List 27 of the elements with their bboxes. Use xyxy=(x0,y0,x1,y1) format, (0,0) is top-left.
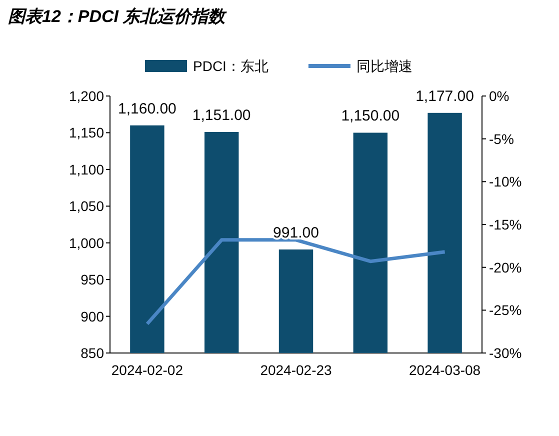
data-label: 1,150.00 xyxy=(341,108,400,125)
y-tick-label: 1,150 xyxy=(68,124,104,141)
y2-tick-label: 0% xyxy=(489,88,510,104)
y-tick-label: 1,050 xyxy=(68,198,104,214)
y-tick-label: 850 xyxy=(80,345,104,361)
data-label: 1,151.00 xyxy=(192,106,251,124)
line-series xyxy=(145,238,447,326)
y-tick-label: 1,100 xyxy=(68,161,104,178)
y-tick-label: 1,200 xyxy=(68,88,104,104)
x-tick-label: 2024-02-23 xyxy=(260,362,332,378)
data-label: 1,177.00 xyxy=(416,88,474,105)
y2-tick-label: -15% xyxy=(489,216,522,232)
x-tick-label: 2024-02-02 xyxy=(111,362,184,378)
x-tick-label: 2024-03-08 xyxy=(408,362,481,378)
y2-tick-label: -20% xyxy=(489,259,522,276)
legend-label: 同比增速 xyxy=(356,58,412,74)
data-label: 1,160.00 xyxy=(118,100,176,118)
y2-tick-label: -10% xyxy=(489,174,522,190)
y-tick-label: 950 xyxy=(80,272,104,288)
y2-tick-label: -25% xyxy=(489,302,522,318)
chart-title: 图表12：PDCI 东北运价指数 xyxy=(8,7,228,26)
legend-label: PDCI：东北 xyxy=(193,58,268,74)
y-tick-label: 1,000 xyxy=(68,234,104,251)
y2-tick-label: -30% xyxy=(489,345,522,361)
data-label: 991.00 xyxy=(273,224,319,242)
y-tick-label: 900 xyxy=(80,308,104,324)
y2-tick-label: -5% xyxy=(489,130,514,147)
